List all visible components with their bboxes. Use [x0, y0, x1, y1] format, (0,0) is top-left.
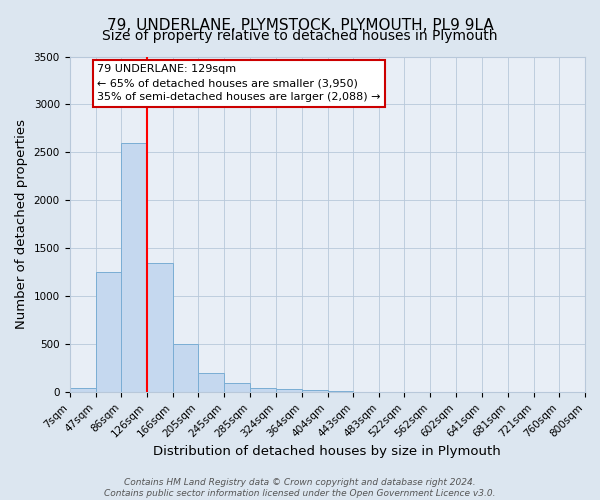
- Y-axis label: Number of detached properties: Number of detached properties: [15, 120, 28, 330]
- Bar: [250, 388, 275, 392]
- Bar: [302, 390, 328, 392]
- Bar: [70, 388, 95, 392]
- Bar: [275, 390, 302, 392]
- Bar: [173, 344, 198, 393]
- Bar: [121, 143, 147, 392]
- Bar: [224, 383, 250, 392]
- Text: 79, UNDERLANE, PLYMSTOCK, PLYMOUTH, PL9 9LA: 79, UNDERLANE, PLYMSTOCK, PLYMOUTH, PL9 …: [107, 18, 493, 32]
- Bar: [95, 272, 121, 392]
- Bar: [198, 373, 224, 392]
- Text: Size of property relative to detached houses in Plymouth: Size of property relative to detached ho…: [102, 29, 498, 43]
- Bar: [147, 263, 173, 392]
- Text: Contains HM Land Registry data © Crown copyright and database right 2024.
Contai: Contains HM Land Registry data © Crown c…: [104, 478, 496, 498]
- Text: 79 UNDERLANE: 129sqm
← 65% of detached houses are smaller (3,950)
35% of semi-de: 79 UNDERLANE: 129sqm ← 65% of detached h…: [97, 64, 381, 102]
- X-axis label: Distribution of detached houses by size in Plymouth: Distribution of detached houses by size …: [154, 444, 501, 458]
